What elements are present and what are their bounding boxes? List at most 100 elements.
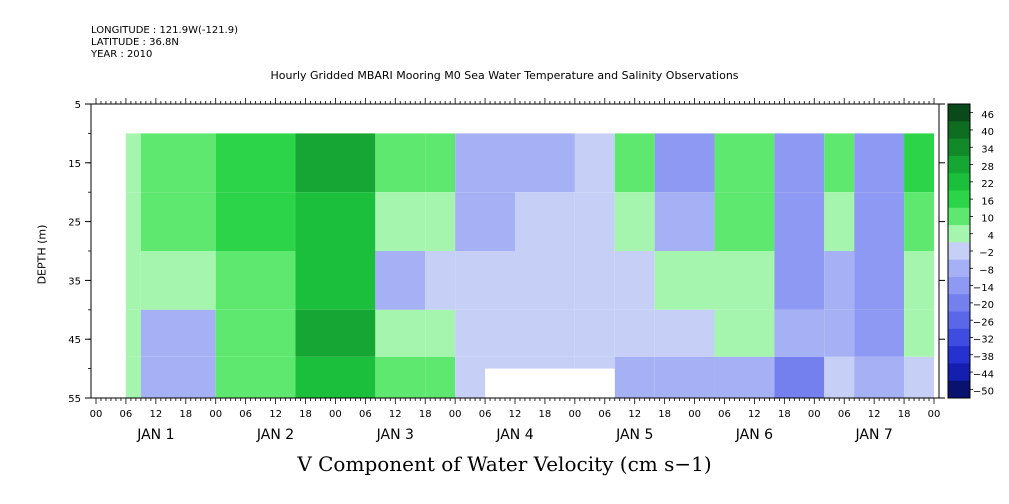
heatmap-cell xyxy=(295,309,376,357)
x-tick-label: 06 xyxy=(838,409,851,420)
heatmap-cell xyxy=(295,251,376,310)
heatmap-cell xyxy=(824,356,855,398)
heatmap-cell xyxy=(125,192,141,251)
x-tick-label: 00 xyxy=(808,409,821,420)
x-tick-label: 18 xyxy=(419,409,432,420)
heatmap-cell xyxy=(295,133,376,193)
x-day-label: JAN 6 xyxy=(735,427,773,443)
colorbar-segment xyxy=(948,190,970,209)
heatmap-cell xyxy=(904,356,934,398)
heatmap-cell xyxy=(654,251,715,310)
heatmap-cell xyxy=(375,356,426,398)
colorbar-label: −26 xyxy=(973,317,994,328)
x-tick-label: 18 xyxy=(898,409,911,420)
heatmap-cell xyxy=(824,133,855,193)
colorbar-segment xyxy=(948,346,970,364)
y-tick-label: 15 xyxy=(68,159,81,170)
colorbar-segment xyxy=(948,121,970,140)
colorbar-segment xyxy=(948,225,970,243)
colorbar-segment xyxy=(948,207,970,226)
heatmap-cell xyxy=(125,356,141,398)
heatmap-cell xyxy=(824,251,855,310)
colorbar-label: 22 xyxy=(981,179,994,190)
heatmap-cell xyxy=(140,133,216,193)
colorbar-label: −20 xyxy=(973,300,994,311)
x-tick-label: 00 xyxy=(90,409,103,420)
heatmap-cell xyxy=(215,356,296,398)
colorbar-label: −2 xyxy=(979,248,994,259)
heatmap-cell xyxy=(854,251,905,310)
colorbar-label: 28 xyxy=(981,162,994,173)
heatmap-cell xyxy=(375,251,426,310)
heatmap-cell xyxy=(614,192,655,251)
colorbar-label: −32 xyxy=(973,335,994,346)
heatmap-cell xyxy=(824,192,855,251)
colorbar-segment xyxy=(948,328,970,347)
chart-subtitle: V Component of Water Velocity (cm s−1) xyxy=(297,452,712,476)
x-tick-label: 18 xyxy=(658,409,671,420)
x-tick-label: 00 xyxy=(568,409,581,420)
heatmap-cell xyxy=(654,356,715,398)
heatmap-cell xyxy=(614,133,655,193)
heatmap-cell xyxy=(614,309,655,357)
heatmap-cell xyxy=(375,133,426,193)
heatmap-cell xyxy=(425,309,456,357)
colorbar-label: −8 xyxy=(979,266,994,277)
y-tick-label: 55 xyxy=(68,394,81,405)
colorbar-label: 34 xyxy=(981,144,994,155)
heatmap-cell xyxy=(455,251,515,310)
y-tick-label: 45 xyxy=(68,335,81,346)
heatmap-cell xyxy=(140,309,216,357)
heatmap-cell xyxy=(854,192,905,251)
colorbar-segment xyxy=(948,363,970,382)
x-tick-label: 18 xyxy=(299,409,312,420)
colorbar-segment xyxy=(948,104,970,122)
y-tick-label: 5 xyxy=(75,100,81,111)
heatmap-cell xyxy=(574,133,615,193)
y-tick-label: 35 xyxy=(68,276,81,287)
heatmap-cell xyxy=(125,309,141,357)
colorbar-segment xyxy=(948,138,970,157)
colorbar-label: 40 xyxy=(981,127,994,138)
heatmap-cell xyxy=(854,133,905,193)
heatmap-cell xyxy=(515,133,575,193)
x-tick-label: 00 xyxy=(928,409,941,420)
heatmap-cell xyxy=(774,309,825,357)
x-day-label: JAN 5 xyxy=(615,427,653,443)
heatmap-cell xyxy=(215,309,296,357)
heatmap-cell xyxy=(455,133,515,193)
heatmap-cell xyxy=(215,133,296,193)
heatmap-cell xyxy=(140,356,216,398)
colorbar-label: 4 xyxy=(988,231,994,242)
x-day-label: JAN 7 xyxy=(854,427,892,443)
colorbar-label: −14 xyxy=(973,283,994,294)
heatmap-cell xyxy=(515,192,575,251)
colorbar-segment xyxy=(948,294,970,313)
heatmap-cell xyxy=(714,192,775,251)
heatmap-cell xyxy=(140,251,216,310)
heatmap-cell xyxy=(774,192,825,251)
heatmap-cell xyxy=(574,251,615,310)
heatmap-cell xyxy=(774,356,825,398)
colorbar-segment xyxy=(948,380,970,399)
heatmap-cell xyxy=(425,192,456,251)
heatmap-cell xyxy=(295,356,376,398)
heatmap-cell xyxy=(714,251,775,310)
heatmap-cell xyxy=(295,192,376,251)
chart-title: Hourly Gridded MBARI Mooring M0 Sea Wate… xyxy=(270,69,739,82)
colorbar-segment xyxy=(948,311,970,330)
heatmap-cell xyxy=(215,192,296,251)
x-tick-label: 00 xyxy=(209,409,222,420)
x-tick-label: 00 xyxy=(688,409,701,420)
x-day-label: JAN 3 xyxy=(376,427,414,443)
colorbar-segment xyxy=(948,155,970,174)
missing-data-region xyxy=(485,368,615,398)
colorbar-label: −50 xyxy=(973,387,994,398)
colorbar-segment xyxy=(948,259,970,278)
x-tick-label: 00 xyxy=(329,409,342,420)
x-tick-label: 12 xyxy=(748,409,761,420)
heatmap-cell xyxy=(904,133,934,193)
colorbar-label: −38 xyxy=(973,352,994,363)
x-tick-label: 12 xyxy=(868,409,881,420)
heatmap-cell xyxy=(614,251,655,310)
